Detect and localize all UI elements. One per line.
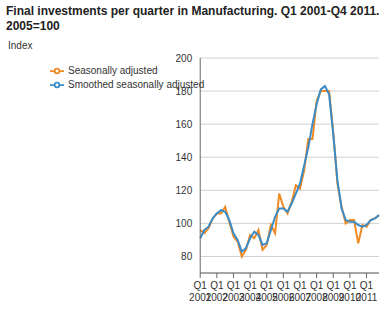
svg-text:100: 100 [176,218,193,229]
svg-text:140: 140 [176,152,193,163]
svg-text:Q1: Q1 [227,280,241,291]
svg-text:Q1: Q1 [327,280,341,291]
svg-text:180: 180 [176,86,193,97]
svg-text:Q1: Q1 [293,280,307,291]
svg-text:80: 80 [181,251,193,262]
svg-text:Q1: Q1 [310,280,324,291]
svg-text:Q1: Q1 [243,280,257,291]
svg-text:Q1: Q1 [210,280,224,291]
svg-text:160: 160 [176,119,193,130]
svg-text:Q1: Q1 [194,280,208,291]
svg-text:Q1: Q1 [360,280,374,291]
svg-text:120: 120 [176,185,193,196]
svg-text:200: 200 [176,53,193,64]
svg-text:Q1: Q1 [277,280,291,291]
svg-text:2011: 2011 [356,292,378,303]
svg-text:Q1: Q1 [260,280,274,291]
svg-text:Q1: Q1 [343,280,357,291]
